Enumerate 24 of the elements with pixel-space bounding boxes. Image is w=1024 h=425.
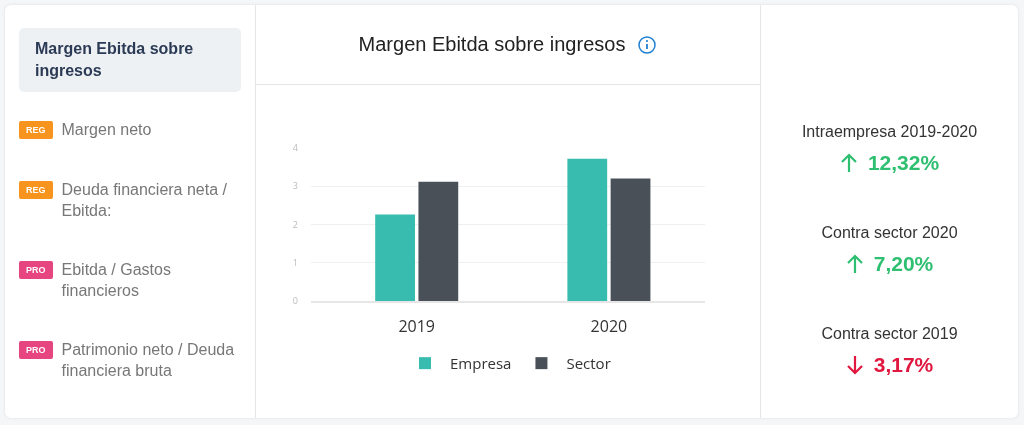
text: Contra sector 2020	[820, 224, 959, 242]
chart-title: Margen Ebitda sobre ingresos	[358, 33, 626, 56]
text: Margen neto	[61, 120, 153, 140]
y-tick-label: 4	[292, 141, 298, 155]
text: Patrimonio neto / Deuda financiera bruta	[61, 340, 236, 381]
text: 12,32%	[867, 151, 940, 175]
legend-label: Empresa	[450, 353, 512, 373]
text: PRO	[19, 261, 53, 279]
text: REG	[19, 181, 53, 199]
text: REG	[19, 121, 53, 139]
x-tick-label: 2020	[590, 315, 628, 338]
y-tick-label: 3	[292, 179, 298, 193]
text: Deuda financiera neta / Ebitda:	[61, 180, 228, 221]
text: Contra sector 2019	[820, 325, 959, 343]
y-tick-label: 1	[292, 255, 298, 269]
text: Intraempresa 2019-2020	[800, 123, 979, 141]
text: 3,17%	[873, 353, 934, 377]
legend-label: Sector	[566, 353, 611, 373]
text: Margen Ebitda sobre ingresos	[19, 28, 241, 92]
text: 7,20%	[873, 252, 934, 276]
x-tick-label: 2019	[398, 315, 436, 338]
text: Ebitda / Gastos financieros	[61, 260, 172, 301]
y-tick-label: 2	[292, 217, 298, 231]
text: PRO	[19, 341, 53, 359]
